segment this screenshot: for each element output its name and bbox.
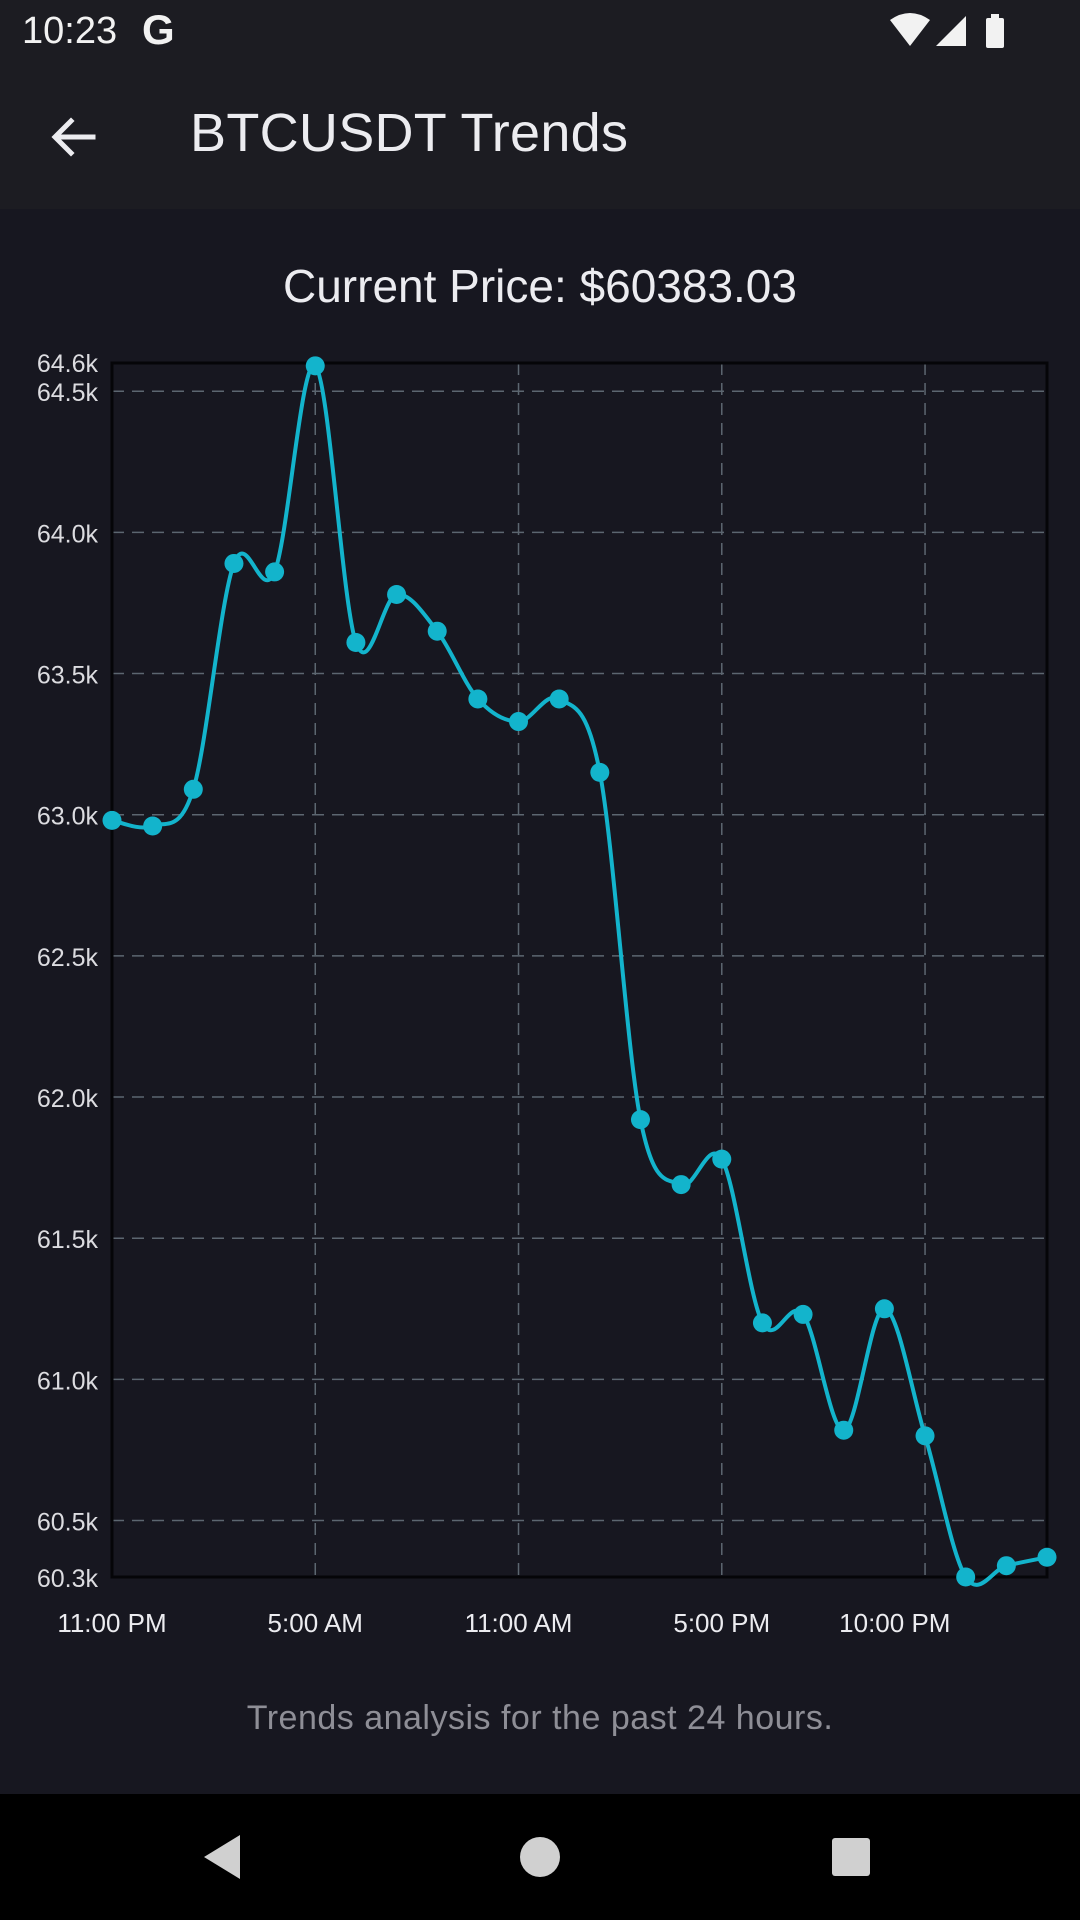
data-point xyxy=(590,762,610,782)
data-point xyxy=(549,689,569,709)
x-tick-label: 10:00 PM xyxy=(839,1608,950,1638)
nav-back-icon xyxy=(204,1835,240,1879)
data-point xyxy=(427,621,447,641)
y-tick-label: 64.0k xyxy=(37,520,99,548)
nav-back-button[interactable] xyxy=(184,1817,264,1897)
y-tick-label: 62.0k xyxy=(37,1085,99,1113)
data-point xyxy=(834,1420,854,1440)
data-point xyxy=(996,1556,1016,1576)
y-min-label: 60.3k xyxy=(37,1565,99,1593)
nav-recents-icon xyxy=(832,1838,870,1876)
data-point xyxy=(224,553,244,573)
data-point xyxy=(671,1175,691,1195)
back-button[interactable] xyxy=(30,100,116,174)
data-point xyxy=(712,1149,732,1169)
navigation-bar xyxy=(0,1794,1080,1920)
data-point xyxy=(915,1426,935,1446)
chart-footnote: Trends analysis for the past 24 hours. xyxy=(246,1699,834,1737)
x-tick-label: 5:00 AM xyxy=(268,1608,363,1638)
y-tick-label: 63.0k xyxy=(37,803,99,831)
status-bar: 10:23 G xyxy=(0,0,1080,62)
data-point xyxy=(387,585,407,605)
nav-home-button[interactable] xyxy=(500,1817,580,1897)
nav-recents-button[interactable] xyxy=(811,1817,891,1897)
google-g-icon: G xyxy=(142,6,175,53)
data-point xyxy=(468,689,488,709)
app-bar: BTCUSDT Trends xyxy=(0,62,1080,209)
battery-icon xyxy=(986,14,1004,48)
x-tick-label: 11:00 AM xyxy=(465,1608,573,1638)
arrow-left-icon xyxy=(51,117,96,157)
series-line xyxy=(111,363,1048,1587)
y-max-label: 64.6k xyxy=(37,350,99,378)
y-tick-label: 61.0k xyxy=(37,1367,99,1395)
data-point xyxy=(956,1567,976,1587)
data-point xyxy=(752,1313,772,1333)
data-point xyxy=(346,633,366,653)
data-point xyxy=(102,810,122,830)
data-point xyxy=(874,1299,894,1319)
data-point xyxy=(183,779,203,799)
data-point xyxy=(305,356,325,376)
plot-frame xyxy=(110,361,1049,1579)
data-point xyxy=(143,816,163,836)
x-tick-label: 5:00 PM xyxy=(673,1608,770,1638)
page-title: BTCUSDT Trends xyxy=(190,103,629,163)
data-point xyxy=(1037,1547,1057,1567)
y-tick-label: 62.5k xyxy=(37,944,99,972)
y-tick-label: 61.5k xyxy=(37,1226,99,1254)
data-point xyxy=(793,1304,813,1324)
data-point xyxy=(630,1110,650,1130)
current-price: Current Price: $60383.03 xyxy=(283,260,797,312)
x-tick-label: 11:00 PM xyxy=(57,1608,166,1638)
data-point xyxy=(509,712,529,732)
y-tick-label: 60.5k xyxy=(37,1509,99,1537)
content-area: Current Price: $60383.03 60.5k 61.0k 61.5k… xyxy=(0,209,1080,1794)
signal-icon xyxy=(936,16,966,46)
status-time: 10:23 xyxy=(22,10,118,52)
y-tick-label: 64.5k xyxy=(37,379,99,407)
nav-home-icon xyxy=(520,1837,560,1877)
status-icons xyxy=(890,13,1004,48)
wifi-icon xyxy=(890,13,930,46)
y-tick-label: 63.5k xyxy=(37,662,99,690)
data-point xyxy=(265,562,285,582)
price-line-chart: 60.5k 61.0k 61.5k 62.0k 62.5k 63.0k 63.5k 64.0k… xyxy=(37,350,1057,1638)
